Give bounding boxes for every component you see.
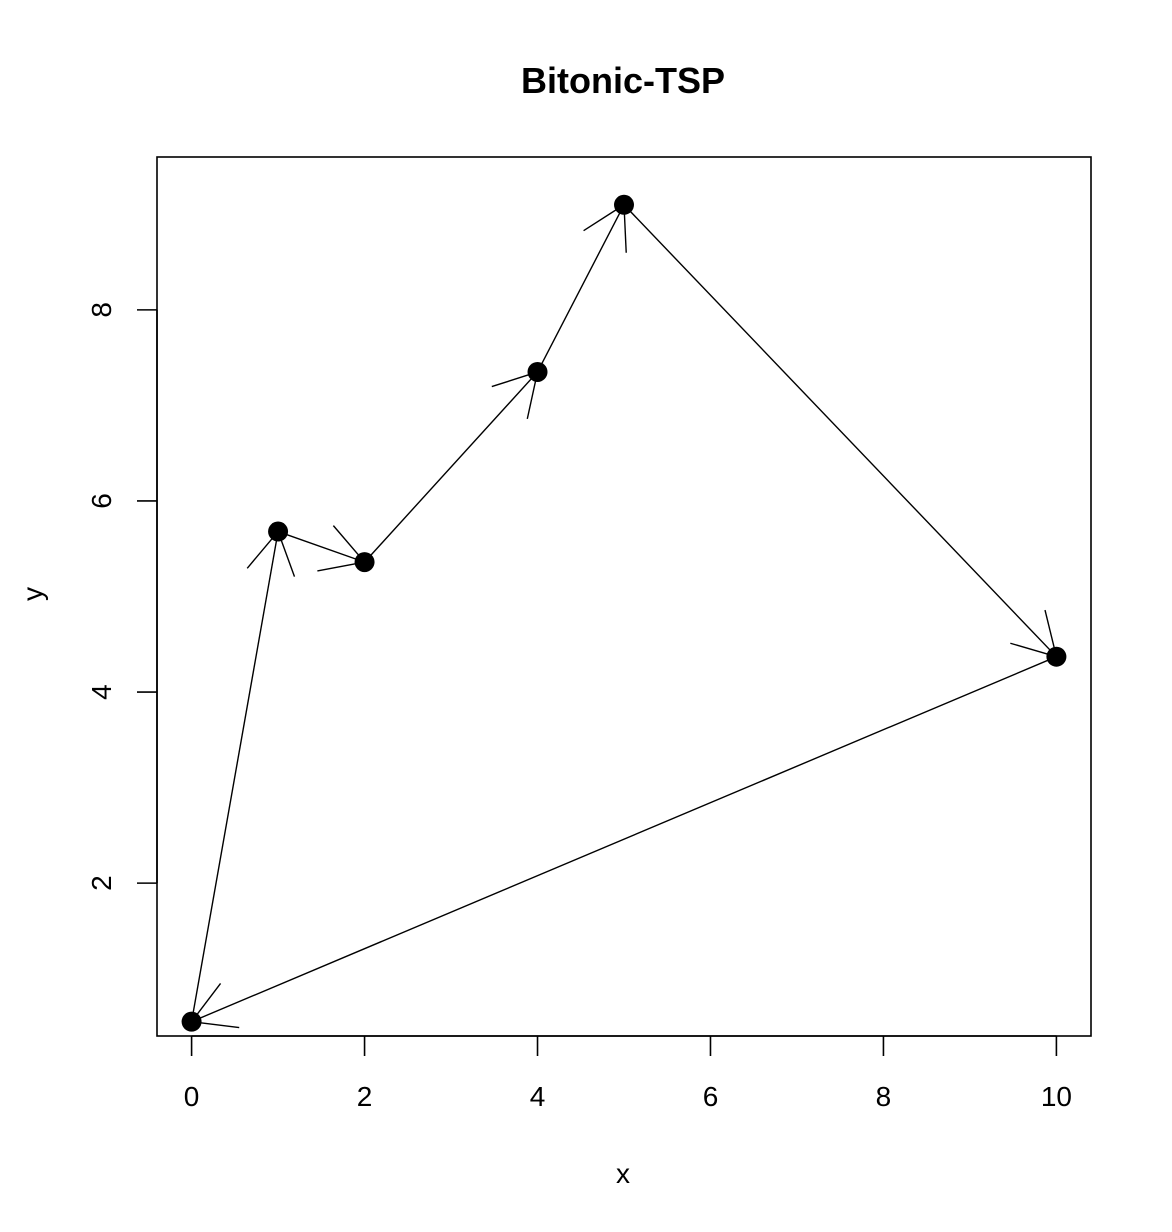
y-tick-label: 2 [86, 875, 117, 891]
y-tick-label: 6 [86, 493, 117, 509]
x-tick-label: 8 [876, 1081, 892, 1112]
plot-frame [156, 156, 1092, 1037]
x-tick-label: 2 [357, 1081, 373, 1112]
city-points [181, 194, 1067, 1032]
city-point [268, 521, 289, 542]
x-axis-label: x [616, 1158, 630, 1189]
city-point [527, 361, 548, 382]
y-axis: 2 4 6 8 [86, 302, 158, 891]
tour-edge [191, 656, 1057, 1023]
y-axis-label: y [17, 587, 48, 601]
city-point [181, 1011, 202, 1032]
city-point [1046, 646, 1067, 667]
x-axis: 0 2 4 6 8 10 [184, 1035, 1072, 1112]
y-tick-label: 8 [86, 302, 117, 318]
x-tick-label: 0 [184, 1081, 200, 1112]
tour-edge [364, 371, 539, 563]
chart-title: Bitonic-TSP [521, 60, 725, 101]
tour-edge [190, 531, 279, 1022]
tour-edge [536, 204, 625, 373]
tour-edge [623, 204, 1057, 658]
x-tick-label: 10 [1041, 1081, 1072, 1112]
city-point [614, 194, 634, 215]
x-tick-label: 6 [703, 1081, 719, 1112]
x-tick-label: 4 [530, 1081, 546, 1112]
y-tick-label: 4 [86, 684, 117, 700]
tour-edge [277, 530, 365, 563]
tour-edges [190, 204, 1058, 1029]
city-point [354, 552, 375, 573]
